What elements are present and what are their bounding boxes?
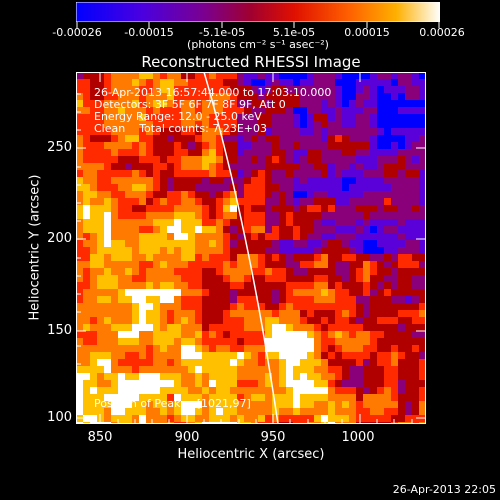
x-tick-label: 1000 bbox=[341, 430, 375, 445]
info-line-time-range: 26-Apr-2013 16:57:44.000 to 17:03:10.000 bbox=[94, 86, 332, 99]
y-tick-label: 150 bbox=[47, 323, 72, 338]
colorbar-tick-label: 0.00015 bbox=[344, 26, 390, 39]
axes-frame bbox=[76, 72, 426, 424]
x-tick-label: 950 bbox=[260, 430, 286, 445]
colorbar-tick-label: 5.1e-05 bbox=[272, 26, 316, 39]
x-axis-label: Heliocentric X (arcsec) bbox=[177, 447, 325, 462]
colorbar-ticks bbox=[76, 22, 440, 28]
x-tick-label: 900 bbox=[174, 430, 200, 445]
reconstructed-image bbox=[76, 72, 426, 424]
colorbar-unit-label: (photons cm⁻² s⁻¹ asec⁻²) bbox=[187, 38, 329, 51]
colorbar-tick-label: -5.1e-05 bbox=[198, 26, 246, 39]
y-tick-label: 100 bbox=[47, 410, 72, 425]
info-line-detectors: Detectors: 3F 5F 6F 7F 8F 9F, Att 0 bbox=[94, 98, 286, 111]
image-texture bbox=[76, 72, 426, 424]
x-tick-label: 850 bbox=[87, 430, 113, 445]
colorbar-tick-label: -0.00015 bbox=[124, 26, 174, 39]
solar-limb-line bbox=[203, 72, 279, 424]
colorbar-tick-label: -0.00026 bbox=[52, 26, 102, 39]
y-tick-label: 200 bbox=[47, 231, 72, 246]
y-axis-label: Heliocentric Y (arcsec) bbox=[27, 174, 43, 321]
info-line-clean-counts: Clean Total counts: 7.23E+03 bbox=[94, 122, 268, 135]
y-tick-label: 250 bbox=[47, 140, 72, 155]
plot-title: Reconstructed RHESSI Image bbox=[141, 53, 361, 71]
colorbar bbox=[76, 2, 440, 22]
colorbar-gradient bbox=[76, 2, 440, 22]
colorbar-tick-label: 0.00026 bbox=[419, 26, 465, 39]
image-panel bbox=[76, 72, 426, 424]
info-line-energy-range: Energy Range: 12.0 - 25.0 keV bbox=[94, 110, 262, 123]
footer-timestamp: 26-Apr-2013 22:05 bbox=[392, 483, 496, 496]
peak-position-label: Position of Peak = [1021,97] bbox=[94, 397, 251, 410]
